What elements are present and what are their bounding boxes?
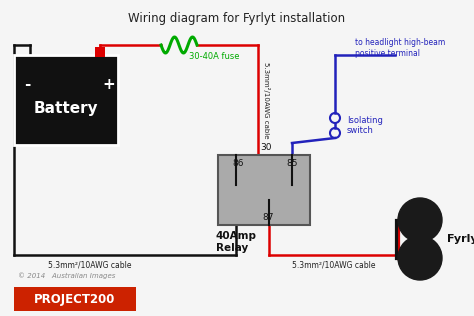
Text: © 2014   Australian Images: © 2014 Australian Images — [18, 272, 115, 279]
Circle shape — [398, 198, 442, 242]
Bar — [95, 47, 105, 57]
Text: 30-40A fuse: 30-40A fuse — [189, 52, 239, 61]
Text: 30: 30 — [260, 143, 272, 152]
Text: 86: 86 — [232, 159, 244, 168]
Text: 5.3mm²/10AWG cable: 5.3mm²/10AWG cable — [48, 260, 132, 269]
Bar — [14, 55, 118, 145]
Circle shape — [398, 236, 442, 280]
Text: Wiring diagram for Fyrlyt installation: Wiring diagram for Fyrlyt installation — [128, 12, 346, 25]
Text: Isolating
switch: Isolating switch — [347, 116, 383, 135]
Text: 40Amp
Relay: 40Amp Relay — [216, 231, 257, 252]
Text: PROJECT200: PROJECT200 — [34, 293, 116, 306]
Bar — [14, 287, 136, 311]
Text: 85: 85 — [286, 159, 298, 168]
Text: +: + — [102, 77, 115, 92]
Text: Battery: Battery — [34, 100, 98, 116]
Text: 5.3mm²/10AWG cable: 5.3mm²/10AWG cable — [292, 260, 375, 269]
Text: 5.3mm²/10AWG cable: 5.3mm²/10AWG cable — [263, 62, 270, 138]
Bar — [218, 155, 310, 225]
Text: to headlight high-beam
positive terminal: to headlight high-beam positive terminal — [355, 38, 445, 58]
Text: -: - — [24, 77, 30, 92]
Text: 87: 87 — [263, 213, 274, 222]
Text: Fyrlyts: Fyrlyts — [447, 234, 474, 244]
